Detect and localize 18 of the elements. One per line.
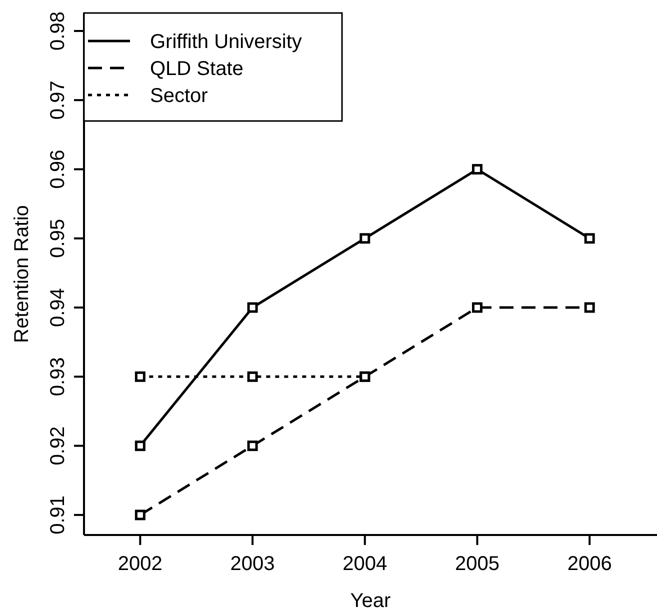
x-tick-label: 2005 bbox=[454, 553, 500, 575]
x-tick-label: 2002 bbox=[118, 553, 162, 575]
x-tick-label: 2006 bbox=[567, 553, 612, 575]
y-tick-label: 0.95 bbox=[47, 218, 69, 258]
y-tick-label: 0.91 bbox=[47, 495, 69, 534]
legend-label: Sector bbox=[150, 85, 208, 107]
y-tick-label: 0.96 bbox=[47, 150, 69, 189]
y-tick-label: 0.94 bbox=[47, 288, 69, 327]
legend-label: Griffith University bbox=[150, 31, 302, 53]
x-tick-label: 2003 bbox=[230, 553, 275, 575]
y-axis-title: Retention Ratio bbox=[11, 205, 33, 343]
x-axis-title: Year bbox=[350, 590, 392, 611]
y-tick-label: 0.98 bbox=[47, 12, 69, 50]
y-tick-label: 0.92 bbox=[47, 426, 69, 466]
y-tick-label: 0.93 bbox=[47, 357, 69, 396]
legend-label: QLD State bbox=[150, 58, 244, 80]
x-tick-label: 2004 bbox=[342, 553, 388, 575]
y-tick-label: 0.97 bbox=[47, 80, 69, 120]
